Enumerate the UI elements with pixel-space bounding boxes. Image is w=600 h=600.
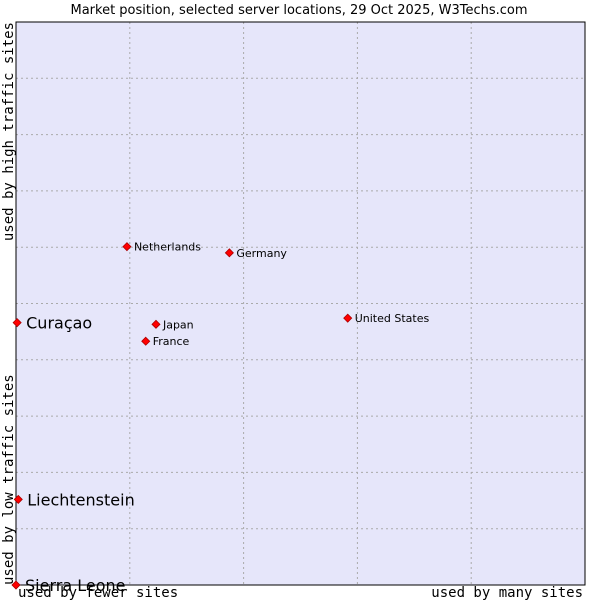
data-point-netherlands: Netherlands xyxy=(122,241,201,254)
point-label-netherlands: Netherlands xyxy=(134,241,201,254)
plot-area xyxy=(16,22,585,585)
point-marker-france xyxy=(141,336,151,346)
plot-border xyxy=(15,21,586,586)
data-points: Netherlands Germany United States Japan Fran… xyxy=(11,241,430,595)
point-label-curacao: Curaçao xyxy=(26,314,92,333)
grid-lines xyxy=(16,22,585,585)
data-point-curacao: Curaçao xyxy=(12,314,92,333)
point-marker-liechtenstein xyxy=(13,494,23,504)
x-axis-label-right: used by many sites xyxy=(431,585,583,600)
y-axis-label-top: used by high traffic sites xyxy=(1,22,17,241)
point-marker-japan xyxy=(151,319,161,329)
data-point-united-states: United States xyxy=(343,312,430,325)
point-marker-united-states xyxy=(343,313,353,323)
point-label-sierra-leone: Sierra Leone xyxy=(25,576,125,595)
data-point-sierra-leone: Sierra Leone xyxy=(11,576,125,595)
point-label-united-states: United States xyxy=(355,312,430,325)
chart-title: Market position, selected server locatio… xyxy=(70,3,527,18)
point-label-germany: Germany xyxy=(236,247,287,260)
x-axis-label-left: used by fewer sites xyxy=(18,585,178,600)
y-axis-label-bottom: used by low traffic sites xyxy=(1,374,17,585)
point-marker-sierra-leone xyxy=(11,580,21,590)
point-marker-netherlands xyxy=(122,242,132,252)
data-point-germany: Germany xyxy=(224,247,287,260)
data-point-japan: Japan xyxy=(151,318,194,331)
point-marker-curacao xyxy=(12,318,22,328)
point-label-japan: Japan xyxy=(162,318,194,331)
point-marker-germany xyxy=(224,248,234,258)
point-label-liechtenstein: Liechtenstein xyxy=(27,490,134,509)
point-label-france: France xyxy=(153,335,190,348)
data-point-liechtenstein: Liechtenstein xyxy=(13,490,135,509)
data-point-france: France xyxy=(141,335,190,348)
